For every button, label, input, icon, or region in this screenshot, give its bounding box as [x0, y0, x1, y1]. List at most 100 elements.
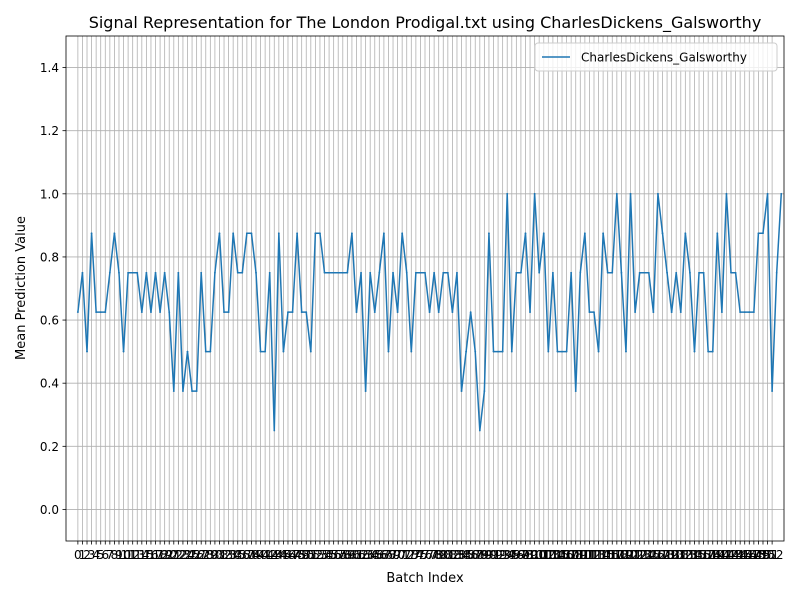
y-tick-label: 0.2: [40, 440, 59, 454]
x-tick-label: 84: [454, 548, 469, 562]
x-tick-label: 131: [665, 548, 688, 562]
x-tick-label: 73: [404, 548, 419, 562]
x-tick-label: 38: [244, 548, 259, 562]
data-point: [414, 271, 417, 274]
data-point: [698, 271, 700, 274]
data-point: [579, 271, 582, 274]
x-tick-label: 97: [513, 548, 528, 562]
data-point: [150, 311, 152, 314]
data-point: [104, 311, 107, 314]
x-tick-label: 5: [97, 548, 105, 562]
chart-title: Signal Representation for The London Pro…: [89, 13, 762, 33]
x-tick-label: 15: [139, 548, 154, 562]
data-point: [392, 271, 394, 274]
x-tick-label: 20: [162, 548, 177, 562]
x-tick-label: 149: [747, 548, 770, 562]
x-tick-label: 29: [203, 548, 218, 562]
x-tick-label: 68: [381, 548, 396, 562]
x-tick-label: 35: [230, 548, 245, 562]
data-point: [629, 192, 632, 195]
data-point: [597, 350, 600, 353]
data-point: [689, 271, 691, 274]
x-axis-ticks: 0123456789101112131415161718192021222324…: [74, 541, 784, 562]
data-point: [118, 271, 120, 274]
x-tick-label: 107: [555, 548, 578, 562]
data-point: [76, 311, 79, 314]
data-point: [510, 350, 513, 353]
x-tick-label: 150: [752, 548, 775, 562]
x-tick-label: 106: [551, 548, 574, 562]
x-tick-label: 71: [395, 548, 410, 562]
data-point: [675, 271, 678, 274]
x-tick-label: 130: [660, 548, 683, 562]
x-tick-label: 59: [340, 548, 355, 562]
x-tick-label: 133: [674, 548, 697, 562]
data-point: [602, 232, 605, 235]
data-point: [373, 311, 376, 314]
data-point: [99, 311, 102, 314]
data-point: [730, 271, 732, 274]
data-point: [446, 271, 449, 274]
data-point: [369, 271, 372, 274]
data-point: [163, 271, 166, 274]
x-tick-label: 24: [180, 548, 195, 562]
data-point: [702, 271, 705, 274]
data-point: [159, 311, 161, 314]
x-tick-label: 89: [477, 548, 492, 562]
data-point: [323, 271, 326, 274]
data-point: [588, 311, 591, 314]
data-point: [515, 271, 518, 274]
x-tick-label: 52: [308, 548, 323, 562]
data-point: [255, 271, 257, 274]
data-point: [273, 429, 276, 432]
x-tick-label: 33: [221, 548, 236, 562]
x-tick-label: 152: [761, 548, 784, 562]
x-tick-label: 31: [212, 548, 227, 562]
x-tick-label: 26: [189, 548, 204, 562]
x-tick-label: 91: [486, 548, 501, 562]
x-tick-label: 70: [390, 548, 405, 562]
data-point: [748, 311, 751, 314]
data-point: [337, 271, 340, 274]
data-point: [296, 232, 299, 235]
x-tick-label: 137: [692, 548, 715, 562]
data-point: [725, 192, 728, 195]
x-tick-label: 21: [166, 548, 181, 562]
data-point: [355, 311, 358, 314]
x-tick-label: 48: [289, 548, 304, 562]
x-tick-label: 46: [280, 548, 295, 562]
x-tick-label: 80: [436, 548, 451, 562]
data-point: [108, 271, 111, 274]
data-point: [456, 271, 458, 274]
data-point: [341, 271, 344, 274]
data-point: [711, 350, 714, 353]
data-point: [140, 311, 143, 314]
data-point: [538, 271, 541, 274]
data-point: [378, 271, 381, 274]
data-point: [360, 271, 362, 274]
x-tick-label: 124: [633, 548, 656, 562]
x-tick-label: 40: [253, 548, 268, 562]
x-tick-label: 17: [148, 548, 163, 562]
data-point: [666, 271, 668, 274]
x-tick-label: 136: [688, 548, 711, 562]
data-point: [127, 271, 130, 274]
legend: CharlesDickens_Galsworthy: [534, 42, 778, 72]
x-tick-label: 117: [601, 548, 624, 562]
data-point: [437, 311, 440, 314]
data-point: [492, 350, 495, 353]
x-tick-label: 19: [157, 548, 172, 562]
data-point: [172, 390, 175, 392]
data-point: [529, 311, 531, 314]
data-point: [145, 271, 148, 274]
data-point: [625, 350, 627, 353]
data-point: [460, 390, 463, 392]
x-tick-label: 30: [207, 548, 222, 562]
data-point: [227, 311, 230, 314]
x-tick-label: 4: [92, 548, 100, 562]
x-tick-label: 66: [372, 548, 387, 562]
data-point: [300, 311, 303, 314]
x-tick-label: 34: [226, 548, 241, 562]
grid: [66, 36, 784, 541]
data-point: [282, 350, 285, 353]
